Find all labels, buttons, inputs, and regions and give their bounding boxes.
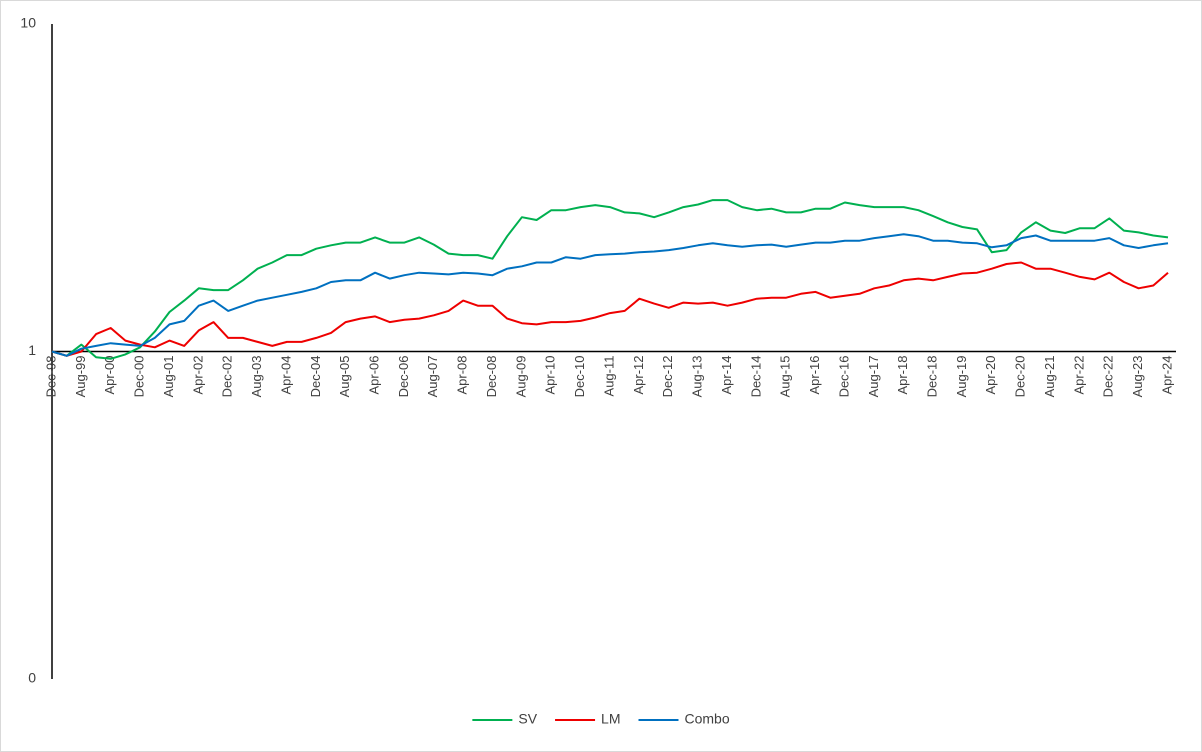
x-tick-label: Dec-06 [396, 356, 411, 398]
x-tick-label: Aug-01 [161, 356, 176, 398]
x-tick-label: Aug-19 [954, 356, 969, 398]
x-tick-label: Aug-09 [513, 356, 528, 398]
x-tick-label: Dec-22 [1101, 356, 1116, 398]
legend: SV LM Combo [472, 711, 730, 727]
x-tick-label: Dec-20 [1013, 356, 1028, 398]
x-tick-label: Dec-98 [43, 356, 58, 398]
x-tick-label: Apr-06 [366, 356, 381, 395]
x-tick-label: Apr-08 [455, 356, 470, 395]
x-tick-label: Apr-22 [1071, 356, 1086, 395]
x-tick-label: Dec-12 [660, 356, 675, 398]
legend-label: SV [518, 711, 537, 727]
x-tick-label: Aug-11 [601, 356, 616, 397]
x-tick-label: Aug-17 [866, 356, 881, 398]
series-line [51, 233, 1169, 357]
x-tick-label: Dec-14 [748, 356, 763, 398]
series-line [51, 261, 1169, 357]
x-tick-label: Dec-02 [220, 356, 235, 398]
legend-label: Combo [685, 711, 730, 727]
y-tick-label: 1 [28, 342, 36, 358]
x-tick-label: Dec-04 [308, 356, 323, 398]
x-tick-label: Apr-16 [807, 356, 822, 395]
x-tick-label: Dec-08 [484, 356, 499, 398]
x-tick-label: Apr-14 [719, 356, 734, 395]
x-tick-label: Apr-24 [1159, 356, 1174, 395]
x-tick-label: Apr-04 [278, 356, 293, 395]
y-tick-label: 10 [20, 15, 36, 31]
x-tick-label: Apr-20 [983, 356, 998, 395]
x-tick-label: Aug-07 [425, 356, 440, 398]
x-tick-label: Dec-16 [836, 356, 851, 398]
x-tick-label: Aug-15 [778, 356, 793, 398]
series-line [51, 199, 1169, 360]
x-tick-label: Aug-05 [337, 356, 352, 398]
x-tick-label: Aug-23 [1130, 356, 1145, 398]
x-tick-label: Aug-13 [690, 356, 705, 398]
x-tick-label: Apr-10 [543, 356, 558, 395]
x-tick-label: Apr-02 [190, 356, 205, 395]
x-tick-label: Dec-10 [572, 356, 587, 398]
x-tick-label: Apr-12 [631, 356, 646, 395]
x-tick-label: Apr-18 [895, 356, 910, 395]
x-tick-label: Aug-21 [1042, 356, 1057, 398]
x-tick-label: Aug-03 [249, 356, 264, 398]
legend-label: LM [601, 711, 620, 727]
x-tick-label: Dec-00 [132, 356, 147, 398]
x-tick-label: Apr-00 [102, 356, 117, 395]
x-tick-label: Dec-18 [924, 356, 939, 398]
y-tick-label: 0 [28, 670, 36, 686]
x-tick-label: Aug-99 [73, 356, 88, 398]
